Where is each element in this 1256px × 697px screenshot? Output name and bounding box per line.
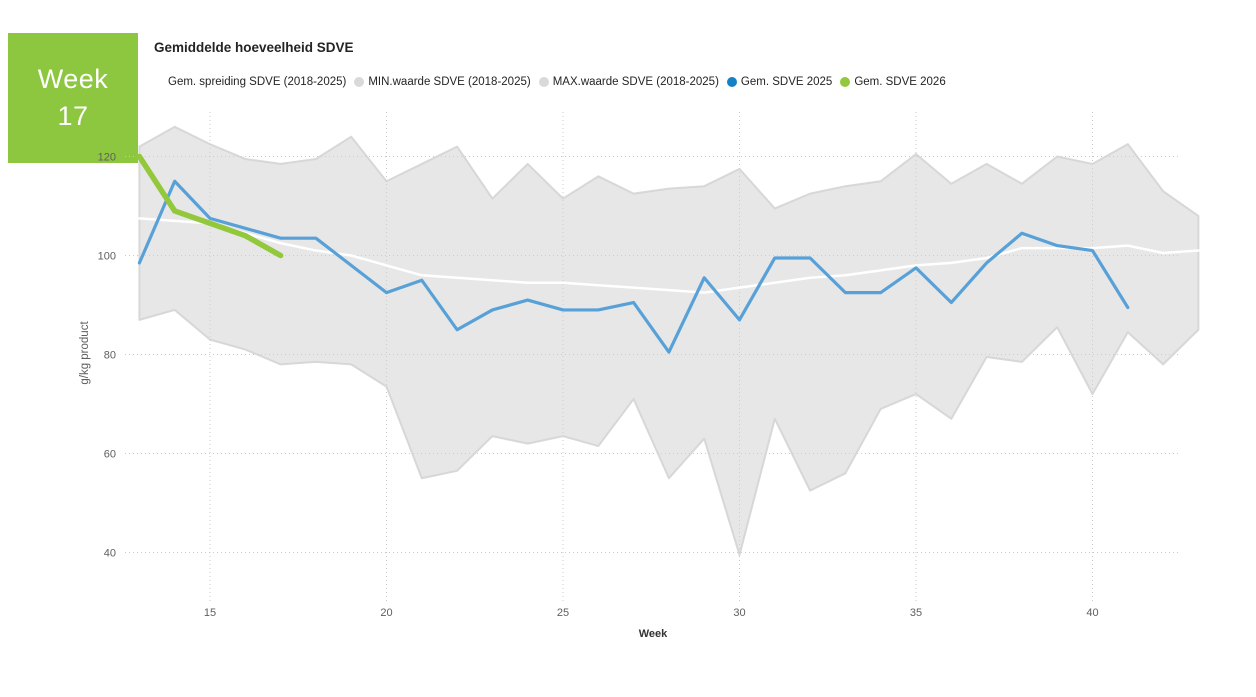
week-badge: Week 17 bbox=[8, 33, 138, 163]
legend-item-min[interactable]: MIN.waarde SDVE (2018-2025) bbox=[354, 76, 531, 88]
y-axis-title: g/kg product bbox=[79, 321, 91, 385]
legend-item-2025[interactable]: Gem. SDVE 2025 bbox=[726, 76, 833, 88]
legend-dot-min-icon bbox=[354, 77, 365, 87]
x-axis-title: Week bbox=[639, 628, 668, 640]
legend-label-min: MIN.waarde SDVE (2018-2025) bbox=[368, 76, 531, 88]
series-gem-sdve-2026[interactable] bbox=[136, 153, 284, 259]
legend-label-max: MAX.waarde SDVE (2018-2025) bbox=[552, 76, 719, 88]
x-tick-label: 15 bbox=[204, 607, 216, 619]
x-tick-label: 30 bbox=[733, 607, 745, 619]
week-badge-number: 17 bbox=[57, 101, 89, 131]
chart-title: Gemiddelde hoeveelheid SDVE bbox=[154, 40, 354, 55]
legend-dot-2025-icon bbox=[726, 77, 737, 87]
chart-card: Gemiddelde hoeveelheid SDVE Gem. spreidi… bbox=[79, 36, 1256, 656]
x-tick-label: 20 bbox=[380, 607, 392, 619]
legend-item-max[interactable]: MAX.waarde SDVE (2018-2025) bbox=[538, 76, 719, 88]
series-gem-sdve-2025[interactable] bbox=[137, 179, 1130, 354]
legend-dot-max-icon bbox=[538, 77, 549, 87]
week-badge-label: Week bbox=[37, 63, 109, 94]
legend-label-spreiding: Gem. spreiding SDVE (2018-2025) bbox=[168, 76, 347, 88]
x-tick-label: 25 bbox=[557, 607, 569, 619]
legend-item-2026[interactable]: Gem. SDVE 2026 bbox=[840, 76, 946, 88]
legend-dot-2026-icon bbox=[840, 77, 851, 87]
series-band-spreiding[interactable] bbox=[138, 125, 1200, 556]
legend-label-2026: Gem. SDVE 2026 bbox=[854, 76, 946, 88]
chart-plot-svg: 40 60 80 100 120 15 20 25 30 35 40 g/kg product Week bbox=[79, 112, 1200, 640]
y-tick-label: 100 bbox=[98, 251, 116, 263]
axis-labels: 40 60 80 100 120 15 20 25 30 35 40 bbox=[98, 152, 1099, 620]
legend-label-2025: Gem. SDVE 2025 bbox=[740, 76, 833, 88]
legend-item-spreiding[interactable]: Gem. spreiding SDVE (2018-2025) bbox=[154, 76, 346, 88]
chart-plot[interactable]: 40 60 80 100 120 15 20 25 30 35 40 g/kg product Week bbox=[0, 100, 1256, 652]
y-tick-label: 80 bbox=[104, 350, 116, 362]
chart-legend: Gem. spreiding SDVE (2018-2025) MIN.waar… bbox=[154, 76, 954, 88]
x-tick-label: 35 bbox=[910, 607, 922, 619]
y-tick-label: 120 bbox=[98, 152, 116, 164]
x-tick-label: 40 bbox=[1086, 607, 1098, 619]
y-tick-label: 40 bbox=[104, 548, 116, 560]
y-tick-label: 60 bbox=[104, 449, 116, 461]
series-gem-spreiding-sdve-2018-2025[interactable] bbox=[138, 217, 1200, 294]
